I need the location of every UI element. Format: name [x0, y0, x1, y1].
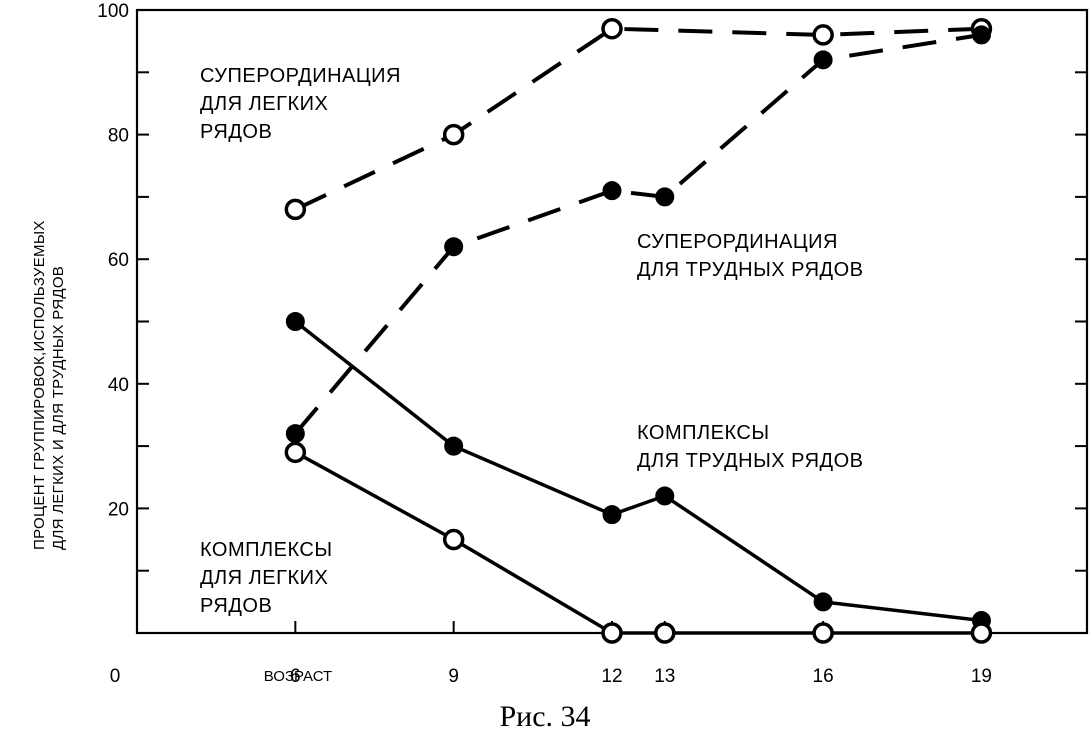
series-markers	[284, 17, 993, 644]
series-line-1	[293, 32, 982, 435]
x-tick-label: 12	[601, 666, 622, 687]
series-label-line: ДЛЯ ЛЕГКИХ	[200, 93, 328, 115]
data-point-filled	[444, 237, 464, 257]
y-tick-label: 100	[97, 1, 129, 22]
x-tick-label: 16	[813, 666, 834, 687]
series-label-line: СУПЕРОРДИНАЦИЯ	[637, 231, 838, 253]
data-point-open	[284, 198, 307, 221]
x-tick-label: 19	[971, 666, 992, 687]
axes: 20 40 60 80 100 6 9 12 13 16 19 0 ВОЗРАСТ ПРОЦЕНТ ГРУ…	[31, 1, 1087, 687]
series-label-line: КОМПЛЕКСЫ	[200, 539, 333, 561]
data-point-open	[812, 24, 834, 46]
x-axis-title: ВОЗРАСТ	[264, 668, 332, 685]
data-point-open	[601, 622, 623, 644]
series-label-1: СУПЕРОРДИНАЦИЯ ДЛЯ ТРУДНЫХ РЯДОВ	[637, 231, 863, 281]
data-point-open	[284, 441, 307, 464]
series-line-3	[294, 450, 982, 635]
data-point-open	[601, 17, 623, 40]
series-label-2: КОМПЛЕКСЫ ДЛЯ ТРУДНЫХ РЯДОВ	[637, 422, 863, 472]
data-point-filled	[655, 187, 675, 207]
series-label-line: ДЛЯ ТРУДНЫХ РЯДОВ	[637, 259, 863, 281]
series-label-line: ДЛЯ ТРУДНЫХ РЯДОВ	[637, 450, 863, 472]
data-point-filled	[444, 436, 464, 456]
data-point-filled	[655, 486, 675, 506]
series-line-0	[294, 26, 982, 212]
data-point-filled	[813, 50, 833, 70]
data-point-filled	[285, 424, 305, 444]
series-line-2	[294, 320, 982, 623]
series-label-line: КОМПЛЕКСЫ	[637, 422, 770, 444]
y-tick-label: 20	[108, 499, 129, 520]
data-point-filled	[971, 25, 991, 45]
series-label-line: РЯДОВ	[200, 121, 272, 143]
data-point-open	[812, 622, 834, 644]
y-axis-title-line: ПРОЦЕНТ ГРУППИРОВОК,ИСПОЛЬЗУЕМЫХ	[31, 220, 48, 550]
y-axis-title-line: ДЛЯ ЛЕГКИХ И ДЛЯ ТРУДНЫХ РЯДОВ	[50, 266, 67, 550]
data-point-filled	[602, 505, 622, 525]
series-label-line: ДЛЯ ЛЕГКИХ	[200, 567, 328, 589]
series-label-line: РЯДОВ	[200, 595, 272, 617]
data-point-open	[654, 622, 676, 644]
data-point-open	[442, 123, 465, 146]
x-tick-label: 6	[290, 666, 301, 687]
data-point-filled	[813, 592, 833, 612]
y-axis-title: ПРОЦЕНТ ГРУППИРОВОК,ИСПОЛЬЗУЕМЫХ ДЛЯ ЛЕГК…	[31, 220, 67, 550]
origin-label: 0	[110, 666, 121, 687]
x-tick-label: 13	[654, 666, 675, 687]
data-point-open	[442, 528, 465, 551]
series-lines	[293, 26, 982, 635]
series-label-line: СУПЕРОРДИНАЦИЯ	[200, 65, 401, 87]
y-tick-label: 80	[108, 126, 129, 147]
data-point-filled	[285, 312, 305, 331]
figure-caption: Рис. 34	[499, 700, 591, 733]
series-label-0: СУПЕРОРДИНАЦИЯ ДЛЯ ЛЕГКИХ РЯДОВ	[200, 65, 401, 143]
y-tick-label: 60	[108, 250, 129, 271]
series-annotations: СУПЕРОРДИНАЦИЯ ДЛЯ ЛЕГКИХ РЯДОВСУПЕРОРДИНА…	[200, 65, 863, 617]
line-chart: 20 40 60 80 100 6 9 12 13 16 19 0 ВОЗРАСТ ПРОЦЕНТ ГРУ…	[31, 1, 1089, 687]
series-label-3: КОМПЛЕКСЫ ДЛЯ ЛЕГКИХ РЯДОВ	[200, 539, 333, 617]
y-tick-label: 40	[108, 375, 129, 396]
data-point-filled	[602, 181, 622, 201]
data-point-open	[970, 622, 993, 644]
x-tick-label: 9	[448, 666, 459, 687]
